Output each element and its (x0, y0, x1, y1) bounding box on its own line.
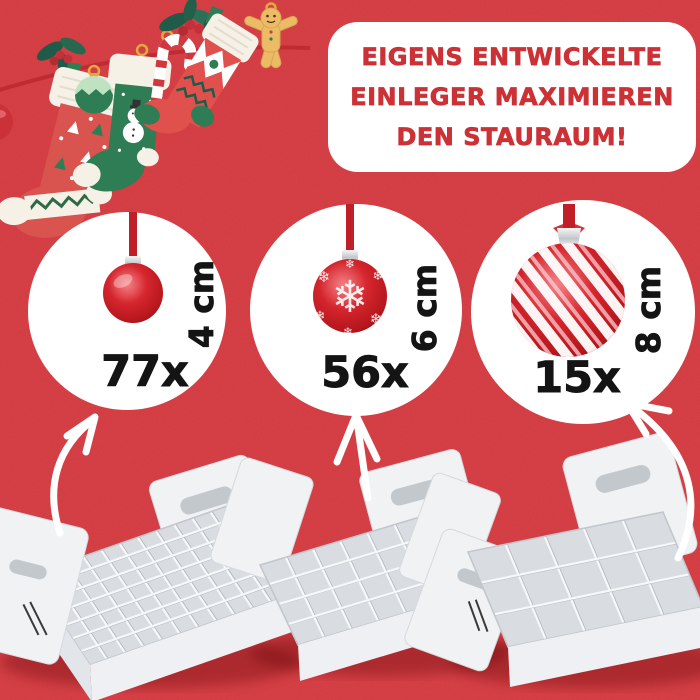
size-badge-4cm: 4 cm 77x (28, 212, 226, 410)
headline-line-1: EIGENS ENTWICKELTE (361, 43, 663, 72)
ball-size-label: 6 cm (404, 263, 444, 353)
ball-size-label: 8 cm (628, 265, 668, 355)
box-handle-panel (0, 505, 89, 665)
handle-cutout (595, 465, 651, 493)
snowflake-bauble-icon: ❄ ❄ ❄ ❄ ❄ ❄ ❄ (313, 204, 387, 333)
headline-banner: EIGENS ENTWICKELTE EINLEGER MAXIMIEREN D… (328, 22, 696, 172)
matte-red-bauble-icon (103, 212, 163, 323)
storage-box-insert-15 (402, 431, 700, 687)
red-bauble-edge-icon (0, 103, 13, 141)
headline-line-3: DEN STAURAUM! (396, 123, 628, 152)
green-bauble-icon (75, 64, 113, 114)
grid-insert-top (468, 512, 700, 647)
pointer-arrows (50, 399, 695, 562)
size-badge-8cm: 8 cm 15x (471, 200, 695, 424)
handle-cutout (180, 486, 234, 515)
candy-swirl-bauble-icon (511, 204, 625, 357)
ball-count-label: 15x (533, 353, 622, 404)
storage-boxes (0, 431, 700, 700)
diamond-pattern-stocking-icon (134, 5, 259, 134)
gingerbread-man-icon (244, 2, 298, 69)
christmas-garland (0, 0, 311, 238)
ball-size-label: 4 cm (181, 259, 221, 349)
box-handle-panel (210, 457, 314, 583)
ball-count-label: 77x (101, 347, 190, 398)
curved-arrow-icon (50, 413, 99, 537)
ball-count-label: 56x (321, 348, 410, 399)
handle-cutout (9, 559, 47, 580)
candy-cane-icon (150, 29, 197, 111)
headline-line-2: EINLEGER MAXIMIEREN (350, 83, 674, 112)
size-badge-6cm: ❄ ❄ ❄ ❄ ❄ ❄ ❄ 6 cm 56x (250, 204, 462, 416)
